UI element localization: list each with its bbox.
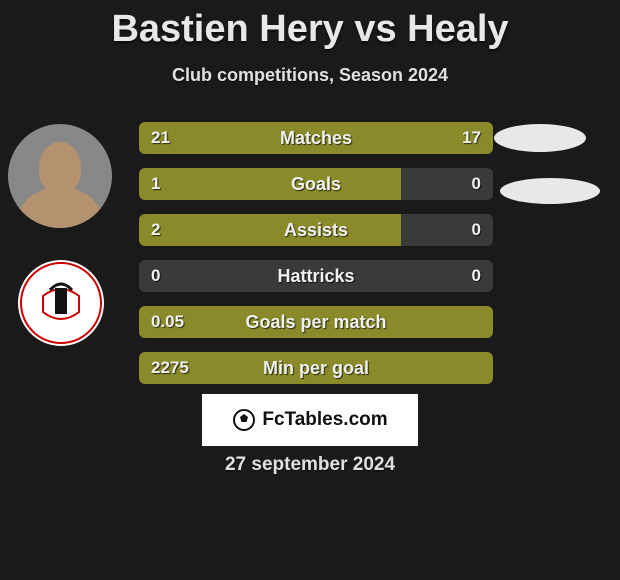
stat-value-left: 21 xyxy=(151,122,170,154)
stat-value-left: 1 xyxy=(151,168,160,200)
footer-date: 27 september 2024 xyxy=(0,454,620,476)
soccer-ball-icon xyxy=(232,408,256,432)
stat-value-left: 0.05 xyxy=(151,306,184,338)
brand-text: FcTables.com xyxy=(262,409,387,431)
stat-value-right: 0 xyxy=(472,168,481,200)
stat-value-right: 17 xyxy=(462,122,481,154)
stat-label: Goals xyxy=(139,168,493,200)
stat-value-left: 2275 xyxy=(151,352,189,384)
stat-value-left: 2 xyxy=(151,214,160,246)
stat-row: Assists2 0 xyxy=(139,214,493,246)
stat-row: Hattricks0 0 xyxy=(139,260,493,292)
stat-row: Goals1 0 xyxy=(139,168,493,200)
stat-label: Goals per match xyxy=(139,306,493,338)
stat-value-right: 0 xyxy=(472,214,481,246)
club-badge xyxy=(18,260,104,346)
stat-row: Matches21 17 xyxy=(139,122,493,154)
page-title: Bastien Hery vs Healy xyxy=(0,0,620,51)
stat-value-left: 0 xyxy=(151,260,160,292)
stat-label: Assists xyxy=(139,214,493,246)
stats-container: Matches2117Goals10Assists20Hattricks00Go… xyxy=(139,122,493,398)
opponent-avatar-placeholder-1 xyxy=(494,124,586,152)
stat-label: Hattricks xyxy=(139,260,493,292)
page-subtitle: Club competitions, Season 2024 xyxy=(0,65,620,86)
opponent-avatar-placeholder-2 xyxy=(500,178,600,204)
stat-row: Goals per match0.05 xyxy=(139,306,493,338)
stat-row: Min per goal2275 xyxy=(139,352,493,384)
stat-value-right: 0 xyxy=(472,260,481,292)
stat-label: Matches xyxy=(139,122,493,154)
player-avatar xyxy=(8,124,112,228)
brand-badge: FcTables.com xyxy=(202,394,418,446)
stat-label: Min per goal xyxy=(139,352,493,384)
